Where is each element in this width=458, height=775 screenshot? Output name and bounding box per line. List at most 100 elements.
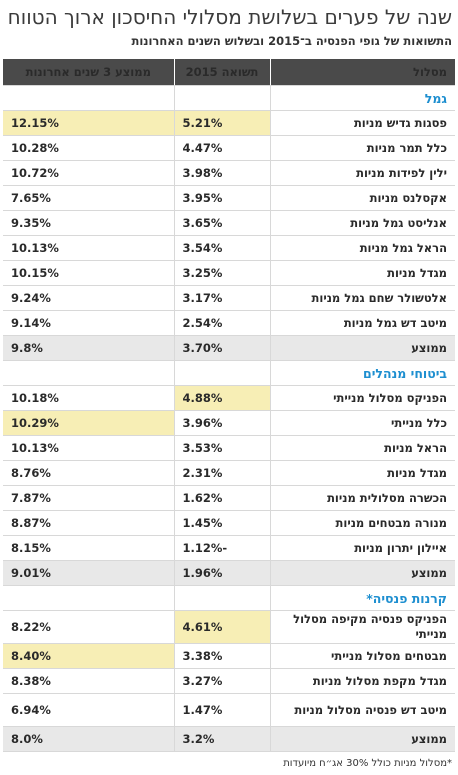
return-3yr-average: 10.13% bbox=[3, 435, 175, 461]
return-3yr-average: 9.35% bbox=[3, 210, 175, 236]
section-title: קרנות פנסיה* bbox=[270, 585, 455, 611]
returns-table: מסלול תשואה 2015 ממוצע 3 שנים אחרונות גמ… bbox=[3, 59, 455, 752]
average-2015: 1.96% bbox=[174, 560, 271, 586]
return-3yr-average: 9.24% bbox=[3, 285, 175, 311]
section-title: ביטוחי מנהלים bbox=[270, 360, 455, 386]
fund-name: הפניקס מסלול מנייתי bbox=[270, 385, 455, 411]
fund-name: מיטב דש גמל מניות bbox=[270, 310, 455, 336]
table-row: כלל מנייתי 3.96% 10.29% bbox=[3, 410, 455, 436]
fund-name: אלטשולר שחם גמל מניות bbox=[270, 285, 455, 311]
return-2015: 3.65% bbox=[174, 210, 271, 236]
table-row: אלטשולר שחם גמל מניות 3.17% 9.24% bbox=[3, 285, 455, 311]
fund-name: איילון יתרון מניות bbox=[270, 535, 455, 561]
return-2015: 1.47% bbox=[174, 693, 271, 727]
section-title: גמל bbox=[270, 85, 455, 111]
return-2015: 3.54% bbox=[174, 235, 271, 261]
fund-name: מגדל מניות bbox=[270, 260, 455, 286]
average-row: ממוצע 3.2% 8.0% bbox=[3, 726, 455, 752]
column-header-2015: תשואה 2015 bbox=[174, 59, 271, 86]
table-row: מיטב דש פנסיה מסלול מניות 1.47% 6.94% bbox=[3, 693, 455, 727]
table-row: מנורה מבטחים מניות 1.45% 8.87% bbox=[3, 510, 455, 536]
fund-name: כלל מנייתי bbox=[270, 410, 455, 436]
return-2015: 3.27% bbox=[174, 668, 271, 694]
table-row: הראל מניות 3.53% 10.13% bbox=[3, 435, 455, 461]
table-row: מיטב דש גמל מניות 2.54% 9.14% bbox=[3, 310, 455, 336]
return-3yr-average: 8.87% bbox=[3, 510, 175, 536]
table-header-row: מסלול תשואה 2015 ממוצע 3 שנים אחרונות bbox=[3, 59, 455, 86]
fund-name: הראל גמל מניות bbox=[270, 235, 455, 261]
return-2015: 3.98% bbox=[174, 160, 271, 186]
return-2015: 3.17% bbox=[174, 285, 271, 311]
table-row: הכשרה מסלולית מניות 1.62% 7.87% bbox=[3, 485, 455, 511]
return-2015: 3.38% bbox=[174, 643, 271, 669]
table-row: הפניקס מסלול מנייתי 4.88% 10.18% bbox=[3, 385, 455, 411]
return-2015: 2.54% bbox=[174, 310, 271, 336]
fund-name: אקסלנס מניות bbox=[270, 185, 455, 211]
table-row: כלל תמר מניות 4.47% 10.28% bbox=[3, 135, 455, 161]
table-row: אנליסט גמל מניות 3.65% 9.35% bbox=[3, 210, 455, 236]
return-3yr-average: 10.29% bbox=[3, 410, 175, 436]
fund-name: מגדל מניות bbox=[270, 460, 455, 486]
table-row: מגדל מקפת מסלול מניות 3.27% 8.38% bbox=[3, 668, 455, 694]
table-row: הפניקס פנסיה מקיפה מסלול מנייתי 4.61% 8.… bbox=[3, 610, 455, 644]
page-title: שנה של פערים בשלושת מסלולי החיסכון ארוך … bbox=[7, 5, 452, 29]
table-row: הראל גמל מניות 3.54% 10.13% bbox=[3, 235, 455, 261]
return-2015: 3.96% bbox=[174, 410, 271, 436]
average-3yr: 9.01% bbox=[3, 560, 175, 586]
section-header-managers-insurance: ביטוחי מנהלים bbox=[3, 360, 455, 386]
fund-name: מגדל מקפת מסלול מניות bbox=[270, 668, 455, 694]
return-2015: 4.47% bbox=[174, 135, 271, 161]
fund-name: הכשרה מסלולית מניות bbox=[270, 485, 455, 511]
column-header-fund: מסלול bbox=[270, 59, 455, 86]
fund-name: הפניקס פנסיה מקיפה מסלול מנייתי bbox=[270, 610, 455, 644]
average-2015: 3.70% bbox=[174, 335, 271, 361]
return-3yr-average: 10.72% bbox=[3, 160, 175, 186]
fund-name: כלל תמר מניות bbox=[270, 135, 455, 161]
fund-name: מבטחים מסלול מנייתי bbox=[270, 643, 455, 669]
return-2015: 3.53% bbox=[174, 435, 271, 461]
return-2015: 2.31% bbox=[174, 460, 271, 486]
page-subtitle: התשואות של גופי הפנסיה ב־2015 ובשלוש השנ… bbox=[131, 34, 452, 48]
table-row: מגדל מניות 3.25% 10.15% bbox=[3, 260, 455, 286]
return-2015: 3.95% bbox=[174, 185, 271, 211]
return-3yr-average: 10.18% bbox=[3, 385, 175, 411]
return-3yr-average: 12.15% bbox=[3, 110, 175, 136]
average-row: ממוצע 3.70% 9.8% bbox=[3, 335, 455, 361]
table-row: מבטחים מסלול מנייתי 3.38% 8.40% bbox=[3, 643, 455, 669]
table-row: איילון יתרון מניות 1.12%- 8.15% bbox=[3, 535, 455, 561]
return-3yr-average: 7.65% bbox=[3, 185, 175, 211]
return-3yr-average: 9.14% bbox=[3, 310, 175, 336]
table-row: אקסלנס מניות 3.95% 7.65% bbox=[3, 185, 455, 211]
return-2015: 3.25% bbox=[174, 260, 271, 286]
return-3yr-average: 10.13% bbox=[3, 235, 175, 261]
return-3yr-average: 7.87% bbox=[3, 485, 175, 511]
section-header-pension-funds: קרנות פנסיה* bbox=[3, 585, 455, 611]
return-3yr-average: 8.38% bbox=[3, 668, 175, 694]
section-header-provident: גמל bbox=[3, 85, 455, 111]
table-row: מגדל מניות 2.31% 8.76% bbox=[3, 460, 455, 486]
fund-name: אנליסט גמל מניות bbox=[270, 210, 455, 236]
fund-name: ילין לפידות מניות bbox=[270, 160, 455, 186]
return-2015: 5.21% bbox=[174, 110, 271, 136]
average-row: ממוצע 1.96% 9.01% bbox=[3, 560, 455, 586]
average-3yr: 9.8% bbox=[3, 335, 175, 361]
average-label: ממוצע bbox=[270, 560, 455, 586]
return-2015: 4.88% bbox=[174, 385, 271, 411]
average-3yr: 8.0% bbox=[3, 726, 175, 752]
return-3yr-average: 8.15% bbox=[3, 535, 175, 561]
average-label: ממוצע bbox=[270, 335, 455, 361]
return-3yr-average: 6.94% bbox=[3, 693, 175, 727]
return-3yr-average: 8.40% bbox=[3, 643, 175, 669]
return-3yr-average: 10.15% bbox=[3, 260, 175, 286]
fund-name: הראל מניות bbox=[270, 435, 455, 461]
footnote: *מסלול מניות כולל 30% אג״ח מיועדות bbox=[283, 758, 452, 769]
average-2015: 3.2% bbox=[174, 726, 271, 752]
return-3yr-average: 8.22% bbox=[3, 610, 175, 644]
return-3yr-average: 10.28% bbox=[3, 135, 175, 161]
table-row: ילין לפידות מניות 3.98% 10.72% bbox=[3, 160, 455, 186]
return-2015: 1.45% bbox=[174, 510, 271, 536]
fund-name: פסגות גדיש מניות bbox=[270, 110, 455, 136]
average-label: ממוצע bbox=[270, 726, 455, 752]
fund-name: מיטב דש פנסיה מסלול מניות bbox=[270, 693, 455, 727]
